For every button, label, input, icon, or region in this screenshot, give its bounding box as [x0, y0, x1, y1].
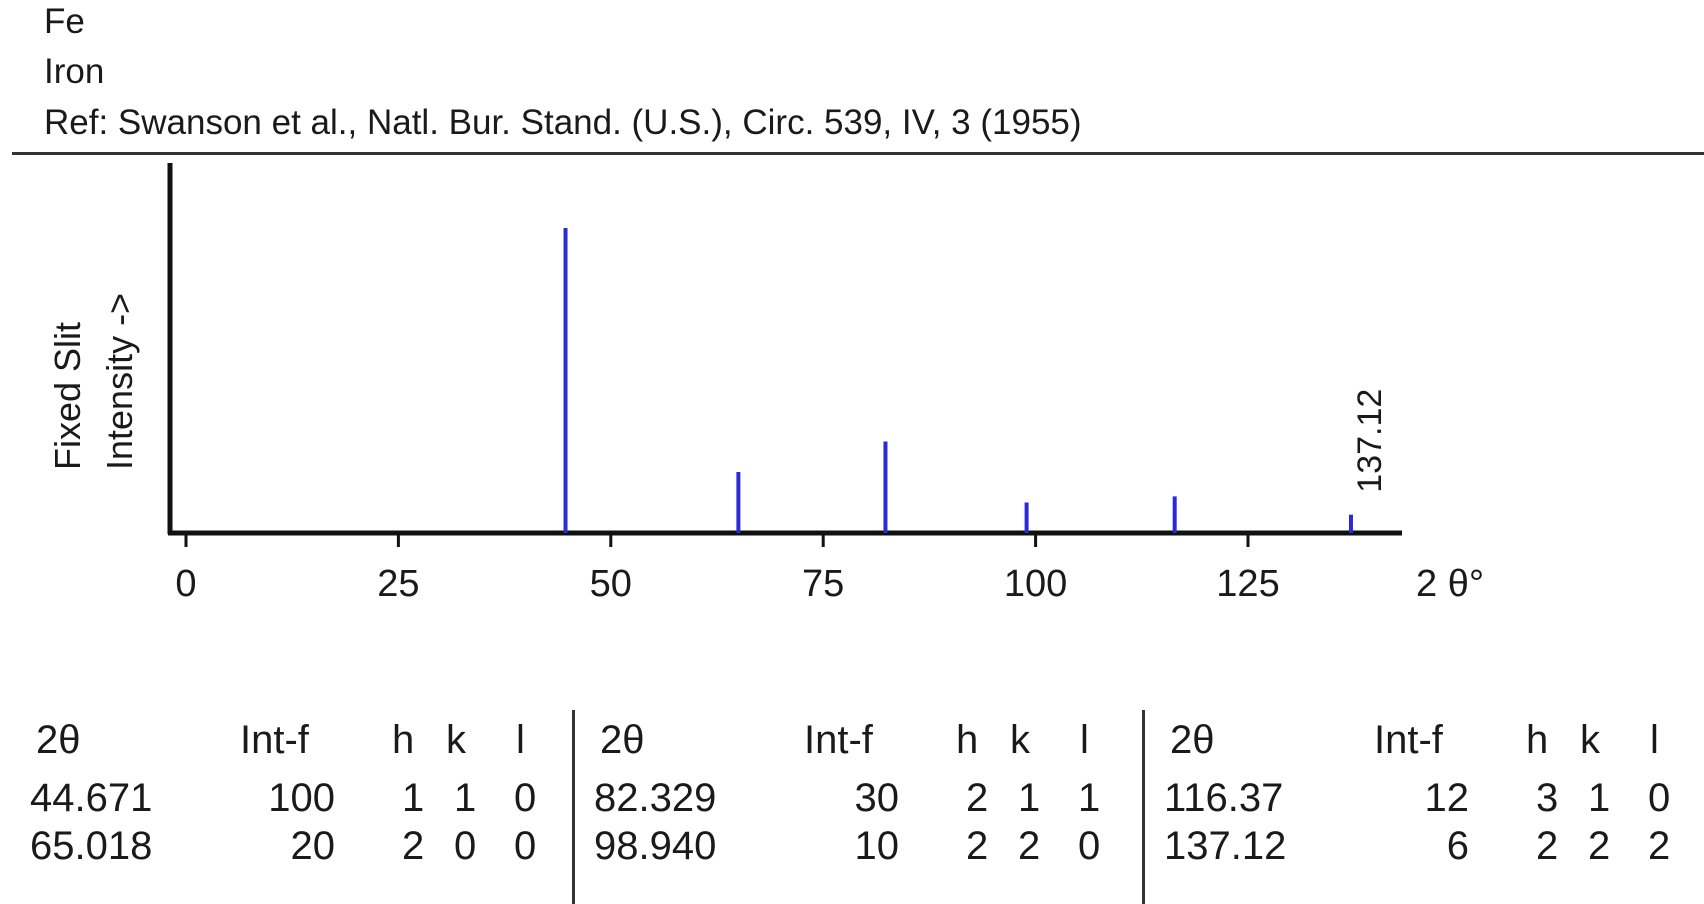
peak-label: 137.12	[1351, 389, 1389, 493]
table-cell: 98.940	[594, 824, 717, 868]
table-header-k: k	[1580, 718, 1600, 762]
x-axis-label: 2 θ°	[1416, 563, 1484, 605]
table-header-int-f: Int-f	[804, 718, 873, 762]
reference-text: Ref: Swanson et al., Natl. Bur. Stand. (…	[44, 103, 1082, 142]
table-cell: 116.37	[1164, 776, 1284, 820]
x-tick-label: 0	[175, 563, 196, 605]
table-header-h: h	[392, 718, 415, 762]
table-cell: 0	[454, 824, 477, 868]
table-cell: 2	[966, 776, 989, 820]
y-axis-label-line2: Intensity ->	[99, 293, 140, 470]
element-symbol: Fe	[44, 2, 85, 41]
table-cell: 100	[268, 776, 335, 820]
table-cell: 2	[966, 824, 989, 868]
table-header-h: h	[1526, 718, 1549, 762]
table-header-2theta: 2θ	[36, 718, 81, 762]
peak-bars	[563, 228, 1353, 533]
table-header-int-f: Int-f	[240, 718, 309, 762]
table-header-l: l	[1650, 718, 1659, 762]
table-header-l: l	[1080, 718, 1089, 762]
table-cell: 1	[1018, 776, 1041, 820]
table-cell: 137.12	[1164, 824, 1287, 868]
table-cell: 1	[1588, 776, 1611, 820]
table-cell: 30	[854, 776, 900, 820]
group-separator	[1142, 710, 1145, 904]
x-tick-label: 50	[590, 563, 632, 605]
group-separator	[572, 710, 575, 904]
table-cell: 2	[1588, 824, 1611, 868]
x-tick-label: 125	[1216, 563, 1279, 605]
table-header-h: h	[956, 718, 979, 762]
table-cell: 20	[290, 824, 336, 868]
table-cell: 0	[1648, 776, 1671, 820]
table-cell: 44.671	[30, 776, 153, 820]
table-header-k: k	[1010, 718, 1030, 762]
table-cell: 1	[454, 776, 477, 820]
x-tick-label: 100	[1004, 563, 1067, 605]
table-cell: 1	[402, 776, 425, 820]
table-header-2theta: 2θ	[600, 718, 645, 762]
table-cell: 82.329	[594, 776, 717, 820]
element-name: Iron	[44, 52, 105, 91]
table-cell: 10	[854, 824, 900, 868]
table-header-l: l	[516, 718, 525, 762]
table-header-k: k	[446, 718, 466, 762]
peak-table: 2θ Int-f h k l 44.671 100 1 1 0 65.018 20 2 0 0 2θ Int-f…	[0, 700, 1704, 904]
x-tick-labels: 0 25 50 75 100 125	[175, 533, 1280, 605]
table-cell: 2	[1648, 824, 1671, 868]
table-cell: 0	[514, 776, 537, 820]
table-cell: 0	[514, 824, 537, 868]
peak-annotation: 137.12	[1351, 389, 1389, 493]
y-axis-label: Fixed Slit	[47, 322, 88, 470]
table-cell: 6	[1446, 824, 1469, 868]
table-header-2theta: 2θ	[1170, 718, 1215, 762]
header-divider	[12, 152, 1704, 155]
x-tick-label: 75	[802, 563, 844, 605]
table-cell: 65.018	[30, 824, 153, 868]
diffraction-chart: Fixed Slit Intensity -> 0 25 50 75 100 125 2 …	[47, 163, 1484, 605]
y-axis-label-line1: Fixed Slit	[47, 322, 88, 470]
table-cell: 1	[1078, 776, 1101, 820]
x-tick-label: 25	[377, 563, 419, 605]
table-cell: 0	[1078, 824, 1101, 868]
table-cell: 3	[1536, 776, 1559, 820]
table-cell: 2	[402, 824, 425, 868]
table-cell: 2	[1536, 824, 1559, 868]
table-cell: 12	[1424, 776, 1470, 820]
y-axis-label-2: Intensity ->	[99, 293, 140, 470]
table-cell: 2	[1018, 824, 1041, 868]
table-header-int-f: Int-f	[1374, 718, 1443, 762]
